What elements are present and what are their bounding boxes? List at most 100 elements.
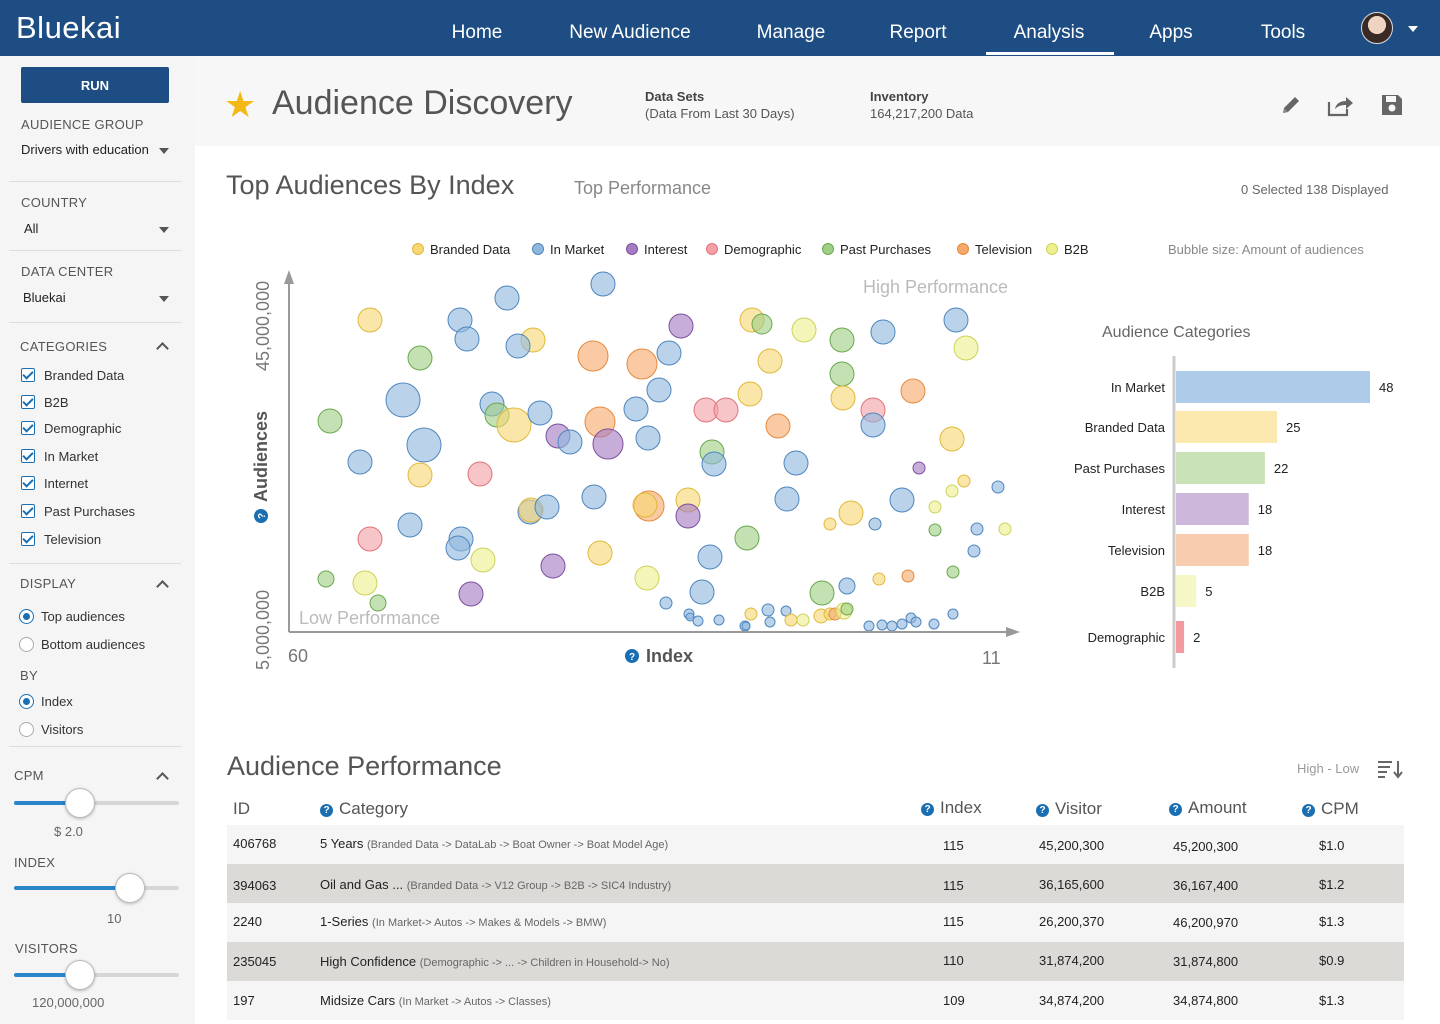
bubble xyxy=(912,461,926,475)
bubble xyxy=(830,385,856,411)
checkbox-checked-icon[interactable] xyxy=(21,476,35,490)
bubble xyxy=(809,580,835,606)
cpm-slider[interactable] xyxy=(14,788,179,818)
slider-handle[interactable] xyxy=(65,788,95,818)
country-label: COUNTRY xyxy=(21,195,88,210)
bubble xyxy=(928,523,942,537)
table-row[interactable]: 235045 High Confidence (Demographic -> .… xyxy=(227,942,1404,981)
chevron-down-icon[interactable] xyxy=(1408,26,1418,32)
table-row[interactable]: 2240 1-Series (In Market-> Autos -> Make… xyxy=(227,903,1404,942)
table-row[interactable]: 406768 5 Years (Branded Data -> DataLab … xyxy=(227,825,1404,864)
bubble xyxy=(685,612,695,622)
nav-analysis[interactable]: Analysis xyxy=(1013,22,1085,43)
bar xyxy=(1176,534,1249,566)
data-center-select[interactable]: Bluekai xyxy=(21,290,181,310)
checkbox-label: Television xyxy=(44,532,102,547)
cell-visitor: 36,165,600 xyxy=(1039,877,1105,892)
col-header-amount[interactable]: ? Amount xyxy=(1169,798,1247,818)
nav-home[interactable]: Home xyxy=(451,22,503,43)
bubble xyxy=(970,522,984,536)
bubble xyxy=(744,607,758,621)
nav-active-indicator xyxy=(986,52,1114,55)
save-icon[interactable] xyxy=(1381,94,1403,116)
divider xyxy=(9,746,181,747)
divider xyxy=(9,563,181,564)
bubble xyxy=(577,340,609,372)
nav-new-audience[interactable]: New Audience xyxy=(569,22,691,43)
col-header-label: Category xyxy=(339,799,408,818)
help-icon[interactable] xyxy=(625,649,639,663)
pencil-icon[interactable] xyxy=(1280,94,1302,116)
cell-visitor: 34,874,200 xyxy=(1039,993,1105,1008)
radio-icon[interactable] xyxy=(19,722,34,737)
col-header-cpm[interactable]: ? CPM xyxy=(1302,799,1359,819)
help-icon[interactable]: ? xyxy=(320,804,333,817)
col-header-label: Amount xyxy=(1188,798,1247,817)
checkbox-checked-icon[interactable] xyxy=(21,368,35,382)
bar-value-label: 48 xyxy=(1379,380,1393,395)
col-header-id[interactable]: ID xyxy=(233,799,250,819)
nav-tools[interactable]: Tools xyxy=(1260,22,1306,43)
slider-handle[interactable] xyxy=(114,873,145,903)
share-icon[interactable] xyxy=(1327,94,1355,118)
help-icon[interactable]: ? xyxy=(921,803,934,816)
cpm-label: CPM xyxy=(14,768,44,783)
nav-report[interactable]: Report xyxy=(889,22,947,43)
checkbox-checked-icon[interactable] xyxy=(21,395,35,409)
run-button[interactable]: RUN xyxy=(21,67,169,103)
nav-manage[interactable]: Manage xyxy=(756,22,826,43)
high-performance-label: High Performance xyxy=(863,277,1008,297)
bubble xyxy=(668,313,694,339)
legend-swatch xyxy=(1046,243,1058,255)
help-icon[interactable]: ? xyxy=(1169,803,1182,816)
sort-label: High - Low xyxy=(1297,761,1360,776)
divider xyxy=(9,250,181,251)
checkbox-checked-icon[interactable] xyxy=(21,504,35,518)
slider-handle[interactable] xyxy=(65,960,95,990)
nav-apps[interactable]: Apps xyxy=(1149,22,1193,43)
checkbox-checked-icon[interactable] xyxy=(21,532,35,546)
table-row[interactable]: 197 Midsize Cars (In Market -> Autos -> … xyxy=(227,981,1404,1020)
col-header-visitor[interactable]: ? Visitor xyxy=(1036,799,1102,819)
checkbox-label: Past Purchases xyxy=(44,504,136,519)
checkbox-checked-icon[interactable] xyxy=(21,421,35,435)
visitors-slider[interactable] xyxy=(14,960,179,990)
col-header-index[interactable]: ? Index xyxy=(921,798,982,818)
checkbox-checked-icon[interactable] xyxy=(21,449,35,463)
y-tick-label: 5,000,000 xyxy=(253,590,273,670)
index-slider[interactable] xyxy=(14,873,179,903)
bubble xyxy=(901,569,915,583)
help-icon[interactable]: ? xyxy=(1036,804,1049,817)
audience-name: Midsize Cars xyxy=(320,993,396,1008)
country-select[interactable]: All xyxy=(21,221,181,241)
cell-cpm: $1.2 xyxy=(1319,877,1345,892)
legend-label: Branded Data xyxy=(430,242,511,257)
radio-icon[interactable] xyxy=(19,637,34,652)
audience-group-select[interactable]: Drivers with education xyxy=(21,142,181,162)
scatter-chart[interactable]: Branded Data In Market Interest Demographic… xyxy=(240,236,1410,676)
bubble xyxy=(928,618,940,630)
help-icon[interactable] xyxy=(254,509,268,523)
bubble xyxy=(928,500,942,514)
bubble xyxy=(454,326,480,352)
bar xyxy=(1176,621,1185,653)
table-row[interactable]: 394063 Oil and Gas ... (Branded Data -> … xyxy=(227,864,1404,903)
country-value: All xyxy=(24,221,39,236)
cell-cpm: $1.0 xyxy=(1319,838,1345,853)
user-avatar[interactable] xyxy=(1361,12,1393,44)
checkbox-label: Branded Data xyxy=(44,368,125,383)
sort-descending-icon[interactable] xyxy=(1377,759,1405,779)
star-icon[interactable]: ★ xyxy=(224,84,257,125)
bubble xyxy=(590,271,616,297)
low-performance-label: Low Performance xyxy=(299,608,440,628)
bubble xyxy=(840,602,854,616)
categories-label: CATEGORIES xyxy=(20,339,108,354)
radio-selected-icon[interactable] xyxy=(19,609,34,624)
bar-category-label: Interest xyxy=(1122,502,1166,517)
bubble xyxy=(713,397,739,423)
help-icon[interactable]: ? xyxy=(1302,804,1315,817)
x-axis-title: Index xyxy=(646,646,693,666)
display-label: DISPLAY xyxy=(20,576,77,591)
radio-selected-icon[interactable] xyxy=(19,694,34,709)
col-header-category[interactable]: ? Category xyxy=(320,799,408,819)
